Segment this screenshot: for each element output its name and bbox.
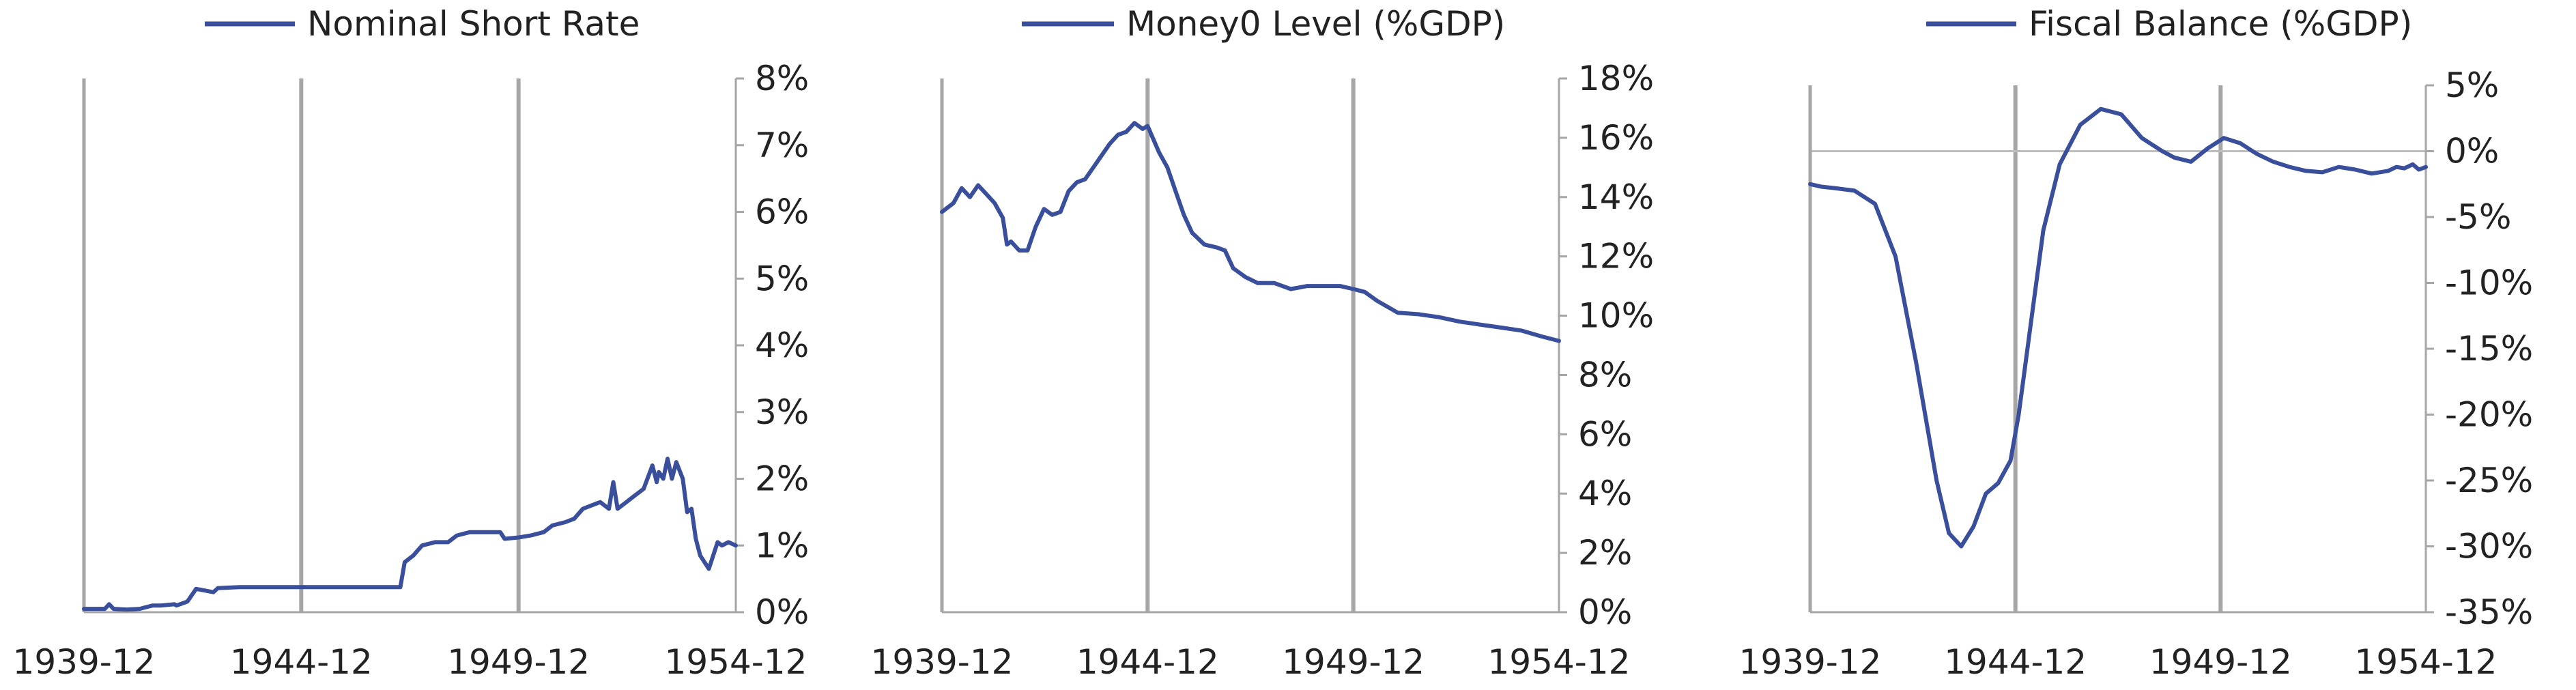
y-tick-label: 6% [1578,414,1632,454]
y-tick-label: 7% [755,126,809,165]
y-tick-label: 18% [1578,59,1654,98]
y-tick-label: 16% [1578,118,1654,158]
y-tick-label: -25% [2445,461,2533,500]
x-tick-label: 1949-12 [1282,642,1425,682]
x-tick-label: 1939-12 [1739,642,1882,682]
y-tick-label: 0% [1578,592,1632,632]
y-tick-label: 6% [755,192,809,232]
y-tick-label: 3% [755,392,809,432]
y-tick-label: 0% [755,592,809,632]
y-tick-label: 8% [1578,355,1632,394]
y-tick-label: -5% [2445,197,2511,237]
series-line-1 [1808,106,2428,549]
x-tick-label: 1939-12 [871,642,1014,682]
y-tick-label: 12% [1578,237,1654,276]
legend-fiscal-balance-label: Fiscal Balance (%GDP) [2029,4,2412,44]
series-line-1 [940,121,1561,343]
x-tick-label: 1939-12 [13,642,156,682]
x-tick-label: 1944-12 [1944,642,2087,682]
y-tick-label: 4% [755,326,809,365]
legend-money0-level-label: Money0 Level (%GDP) [1126,4,1505,44]
y-tick-label: -35% [2445,592,2533,632]
y-tick-label: 5% [755,259,809,298]
y-tick-label: -30% [2445,527,2533,566]
y-tick-label: 4% [1578,474,1632,513]
x-tick-label: 1954-12 [1488,642,1631,682]
legend-nominal-short-rate-label: Nominal Short Rate [307,4,640,44]
y-tick-label: 2% [755,459,809,499]
y-tick-label: 8% [755,59,809,98]
y-tick-label: -10% [2445,263,2533,303]
y-tick-label: 14% [1578,177,1654,217]
x-tick-label: 1944-12 [230,642,373,682]
y-tick-label: 2% [1578,533,1632,573]
x-tick-label: 1944-12 [1076,642,1219,682]
x-tick-label: 1954-12 [665,642,807,682]
y-tick-label: -20% [2445,395,2533,435]
series-line-1 [82,457,738,612]
y-tick-label: 1% [755,526,809,565]
y-tick-label: -15% [2445,329,2533,369]
x-tick-label: 1949-12 [2149,642,2292,682]
x-tick-label: 1954-12 [2355,642,2498,682]
y-tick-label: 0% [2445,132,2499,171]
y-tick-label: 5% [2445,66,2499,105]
x-tick-label: 1949-12 [447,642,590,682]
y-tick-label: 10% [1578,296,1654,336]
